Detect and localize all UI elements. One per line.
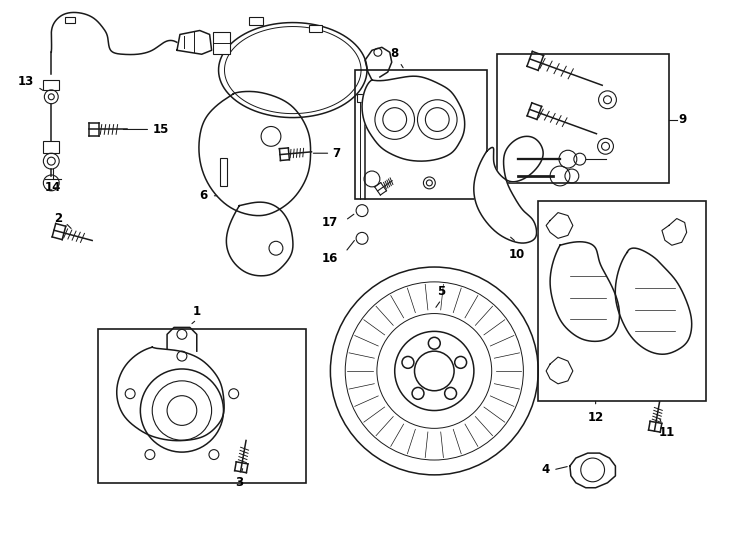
Bar: [357, 94, 369, 102]
Bar: [43, 80, 59, 90]
Bar: [538, 201, 706, 401]
Bar: [497, 54, 669, 183]
Polygon shape: [226, 202, 293, 276]
Bar: [355, 70, 487, 199]
Polygon shape: [199, 91, 310, 215]
Bar: [65, 17, 75, 23]
Text: 14: 14: [45, 181, 62, 194]
Polygon shape: [473, 136, 543, 243]
Bar: [250, 17, 263, 24]
Polygon shape: [615, 248, 691, 354]
Bar: [213, 32, 230, 54]
Text: 10: 10: [509, 248, 525, 261]
Text: 4: 4: [542, 463, 550, 476]
Polygon shape: [550, 242, 619, 341]
Bar: [98, 329, 305, 483]
Polygon shape: [570, 453, 615, 488]
Bar: [43, 141, 59, 153]
Polygon shape: [117, 347, 224, 441]
Text: 8: 8: [390, 47, 399, 60]
Text: 7: 7: [333, 147, 341, 160]
Text: 15: 15: [152, 123, 169, 136]
Polygon shape: [362, 76, 465, 161]
Text: 3: 3: [236, 476, 244, 489]
Text: 2: 2: [54, 212, 62, 225]
Text: 6: 6: [200, 190, 208, 202]
Text: 12: 12: [587, 410, 604, 423]
Bar: [308, 24, 322, 32]
Polygon shape: [177, 30, 211, 54]
Text: 11: 11: [659, 427, 675, 440]
Text: 9: 9: [679, 113, 687, 126]
Text: 13: 13: [18, 76, 34, 89]
Bar: [219, 158, 228, 186]
Text: 1: 1: [193, 305, 201, 318]
Text: 16: 16: [322, 252, 338, 265]
Text: 17: 17: [322, 216, 338, 229]
Text: 5: 5: [437, 285, 446, 298]
